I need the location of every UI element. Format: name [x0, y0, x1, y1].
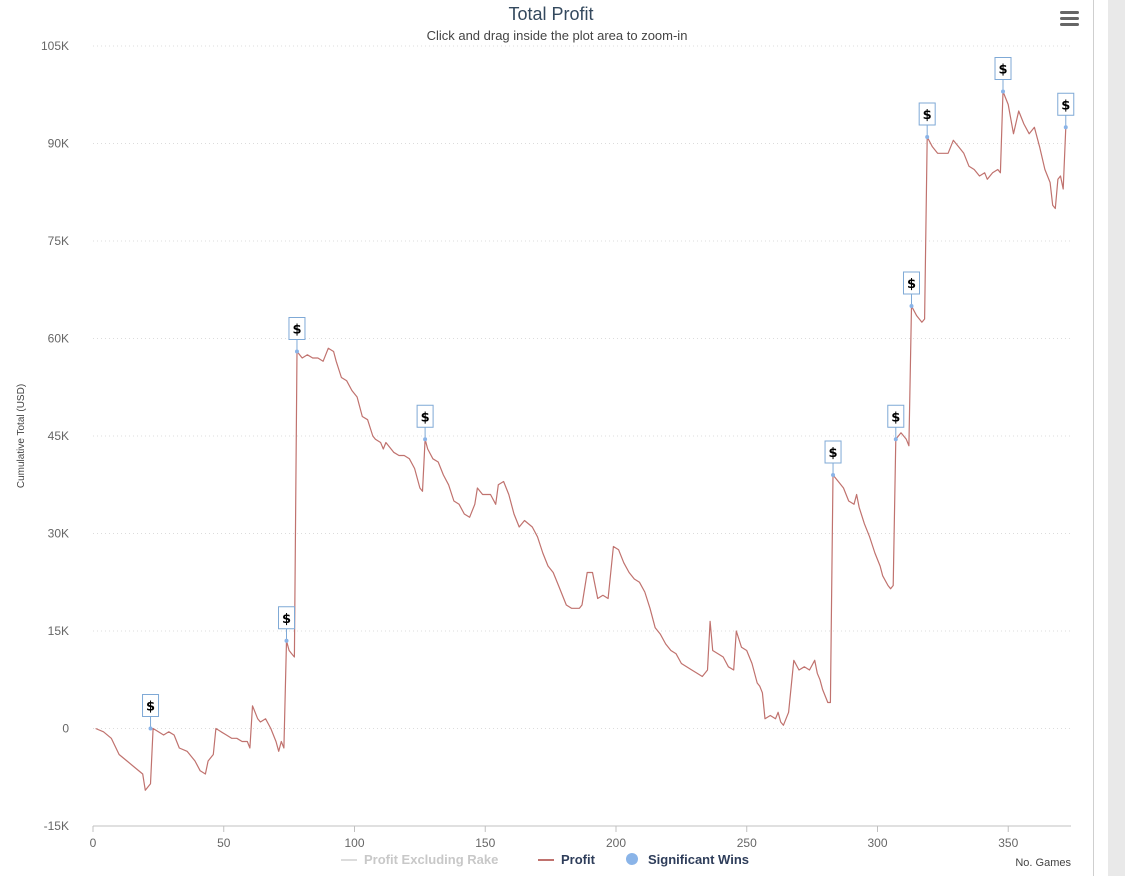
legend-symbol-significant-wins-dot [626, 853, 638, 865]
legend-label-profit: Profit [561, 852, 596, 867]
significant-win-flag[interactable]: $ [824, 440, 842, 477]
chart-menu-button[interactable] [1060, 11, 1079, 26]
y-axis-label: Cumulative Total (USD) [16, 384, 27, 488]
flag-label: $ [1061, 98, 1070, 113]
x-tick-label: 100 [344, 836, 364, 850]
significant-win-flag[interactable]: $ [887, 404, 905, 442]
flag-box [278, 606, 296, 630]
legend-item-profit-excluding-rake[interactable]: Profit Excluding Rake [341, 852, 498, 867]
chart-frame [1093, 0, 1094, 876]
flag-box [918, 102, 936, 126]
flag-box [887, 404, 905, 428]
significant-win-flag[interactable]: $ [1057, 92, 1075, 130]
flag-label: $ [891, 410, 900, 425]
y-tick-label: 90K [48, 137, 69, 151]
flag-box [1057, 92, 1075, 116]
flag-label: $ [146, 700, 155, 715]
significant-win-flag[interactable]: $ [142, 694, 160, 731]
significant-win-point [1063, 125, 1068, 130]
x-axis-label: No. Games [1015, 857, 1071, 869]
y-tick-label: 45K [48, 429, 69, 443]
flag-label: $ [292, 323, 301, 338]
significant-win-flag[interactable]: $ [902, 271, 920, 308]
flag-box [288, 317, 306, 340]
x-tick-label: 0 [90, 836, 97, 850]
flag-label: $ [923, 108, 932, 123]
x-tick-label: 350 [998, 836, 1018, 850]
significant-win-point [909, 304, 914, 308]
page-scrollbar[interactable] [1108, 0, 1125, 876]
grid-lines [93, 45, 1071, 729]
y-tick-label: 105K [41, 39, 69, 53]
flag-box [416, 404, 434, 428]
significant-win-flag[interactable]: $ [288, 317, 306, 354]
significant-win-point [148, 726, 153, 731]
flag-box [824, 440, 842, 464]
y-tick-label: 75K [48, 234, 69, 248]
legend-item-significant-wins[interactable]: Significant Wins [626, 852, 749, 867]
chart-legend: Profit Excluding Rake Profit Significant… [341, 852, 749, 867]
profit-series-line[interactable] [95, 90, 1067, 791]
significant-win-point [1001, 89, 1006, 94]
significant-win-point [831, 473, 836, 477]
legend-label-significant-wins: Significant Wins [648, 852, 749, 867]
significant-win-flag[interactable]: $ [994, 57, 1012, 94]
x-tick-label: 300 [867, 836, 887, 850]
y-tick-label: 30K [48, 527, 69, 541]
significant-win-point [925, 135, 930, 139]
x-tick-label: 150 [475, 836, 495, 850]
series-area [95, 90, 1067, 791]
significant-win-flag[interactable]: $ [278, 606, 296, 643]
significant-win-flag[interactable]: $ [416, 404, 434, 442]
flag-label: $ [907, 277, 916, 292]
chart-subtitle: Click and drag inside the plot area to z… [427, 28, 688, 43]
significant-win-point [423, 437, 428, 442]
significant-win-point [294, 349, 299, 354]
x-tick-label: 250 [737, 836, 757, 850]
flag-box [142, 694, 160, 717]
x-tick-label: 50 [217, 836, 231, 850]
y-tick-label: 15K [48, 624, 69, 638]
flag-label: $ [421, 410, 430, 425]
x-tick-label: 200 [606, 836, 626, 850]
flag-label: $ [829, 446, 838, 461]
hamburger-menu-icon [1060, 11, 1079, 26]
significant-wins-markers: $ $ $ $ $ $ $ $ $ $ [142, 57, 1075, 731]
x-axis: 0 50 100 150 200 250 300 350 [90, 825, 1071, 850]
legend-label-profit-excluding-rake: Profit Excluding Rake [364, 852, 498, 867]
y-tick-label: -15K [44, 819, 69, 833]
profit-chart[interactable]: Total Profit Click and drag inside the p… [0, 0, 1094, 876]
significant-win-point [893, 437, 898, 442]
flag-label: $ [998, 63, 1007, 78]
flag-box [994, 57, 1012, 80]
y-tick-label: 60K [48, 332, 69, 346]
chart-title: Total Profit [508, 4, 593, 24]
legend-item-profit[interactable]: Profit [538, 852, 596, 867]
flag-label: $ [282, 612, 291, 627]
significant-win-flag[interactable]: $ [918, 102, 936, 139]
y-tick-label: 0 [62, 722, 69, 736]
significant-win-point [284, 638, 289, 643]
flag-box [902, 271, 920, 295]
y-axis: -15K 0 15K 30K 45K 60K 75K 90K 105K [41, 39, 69, 833]
